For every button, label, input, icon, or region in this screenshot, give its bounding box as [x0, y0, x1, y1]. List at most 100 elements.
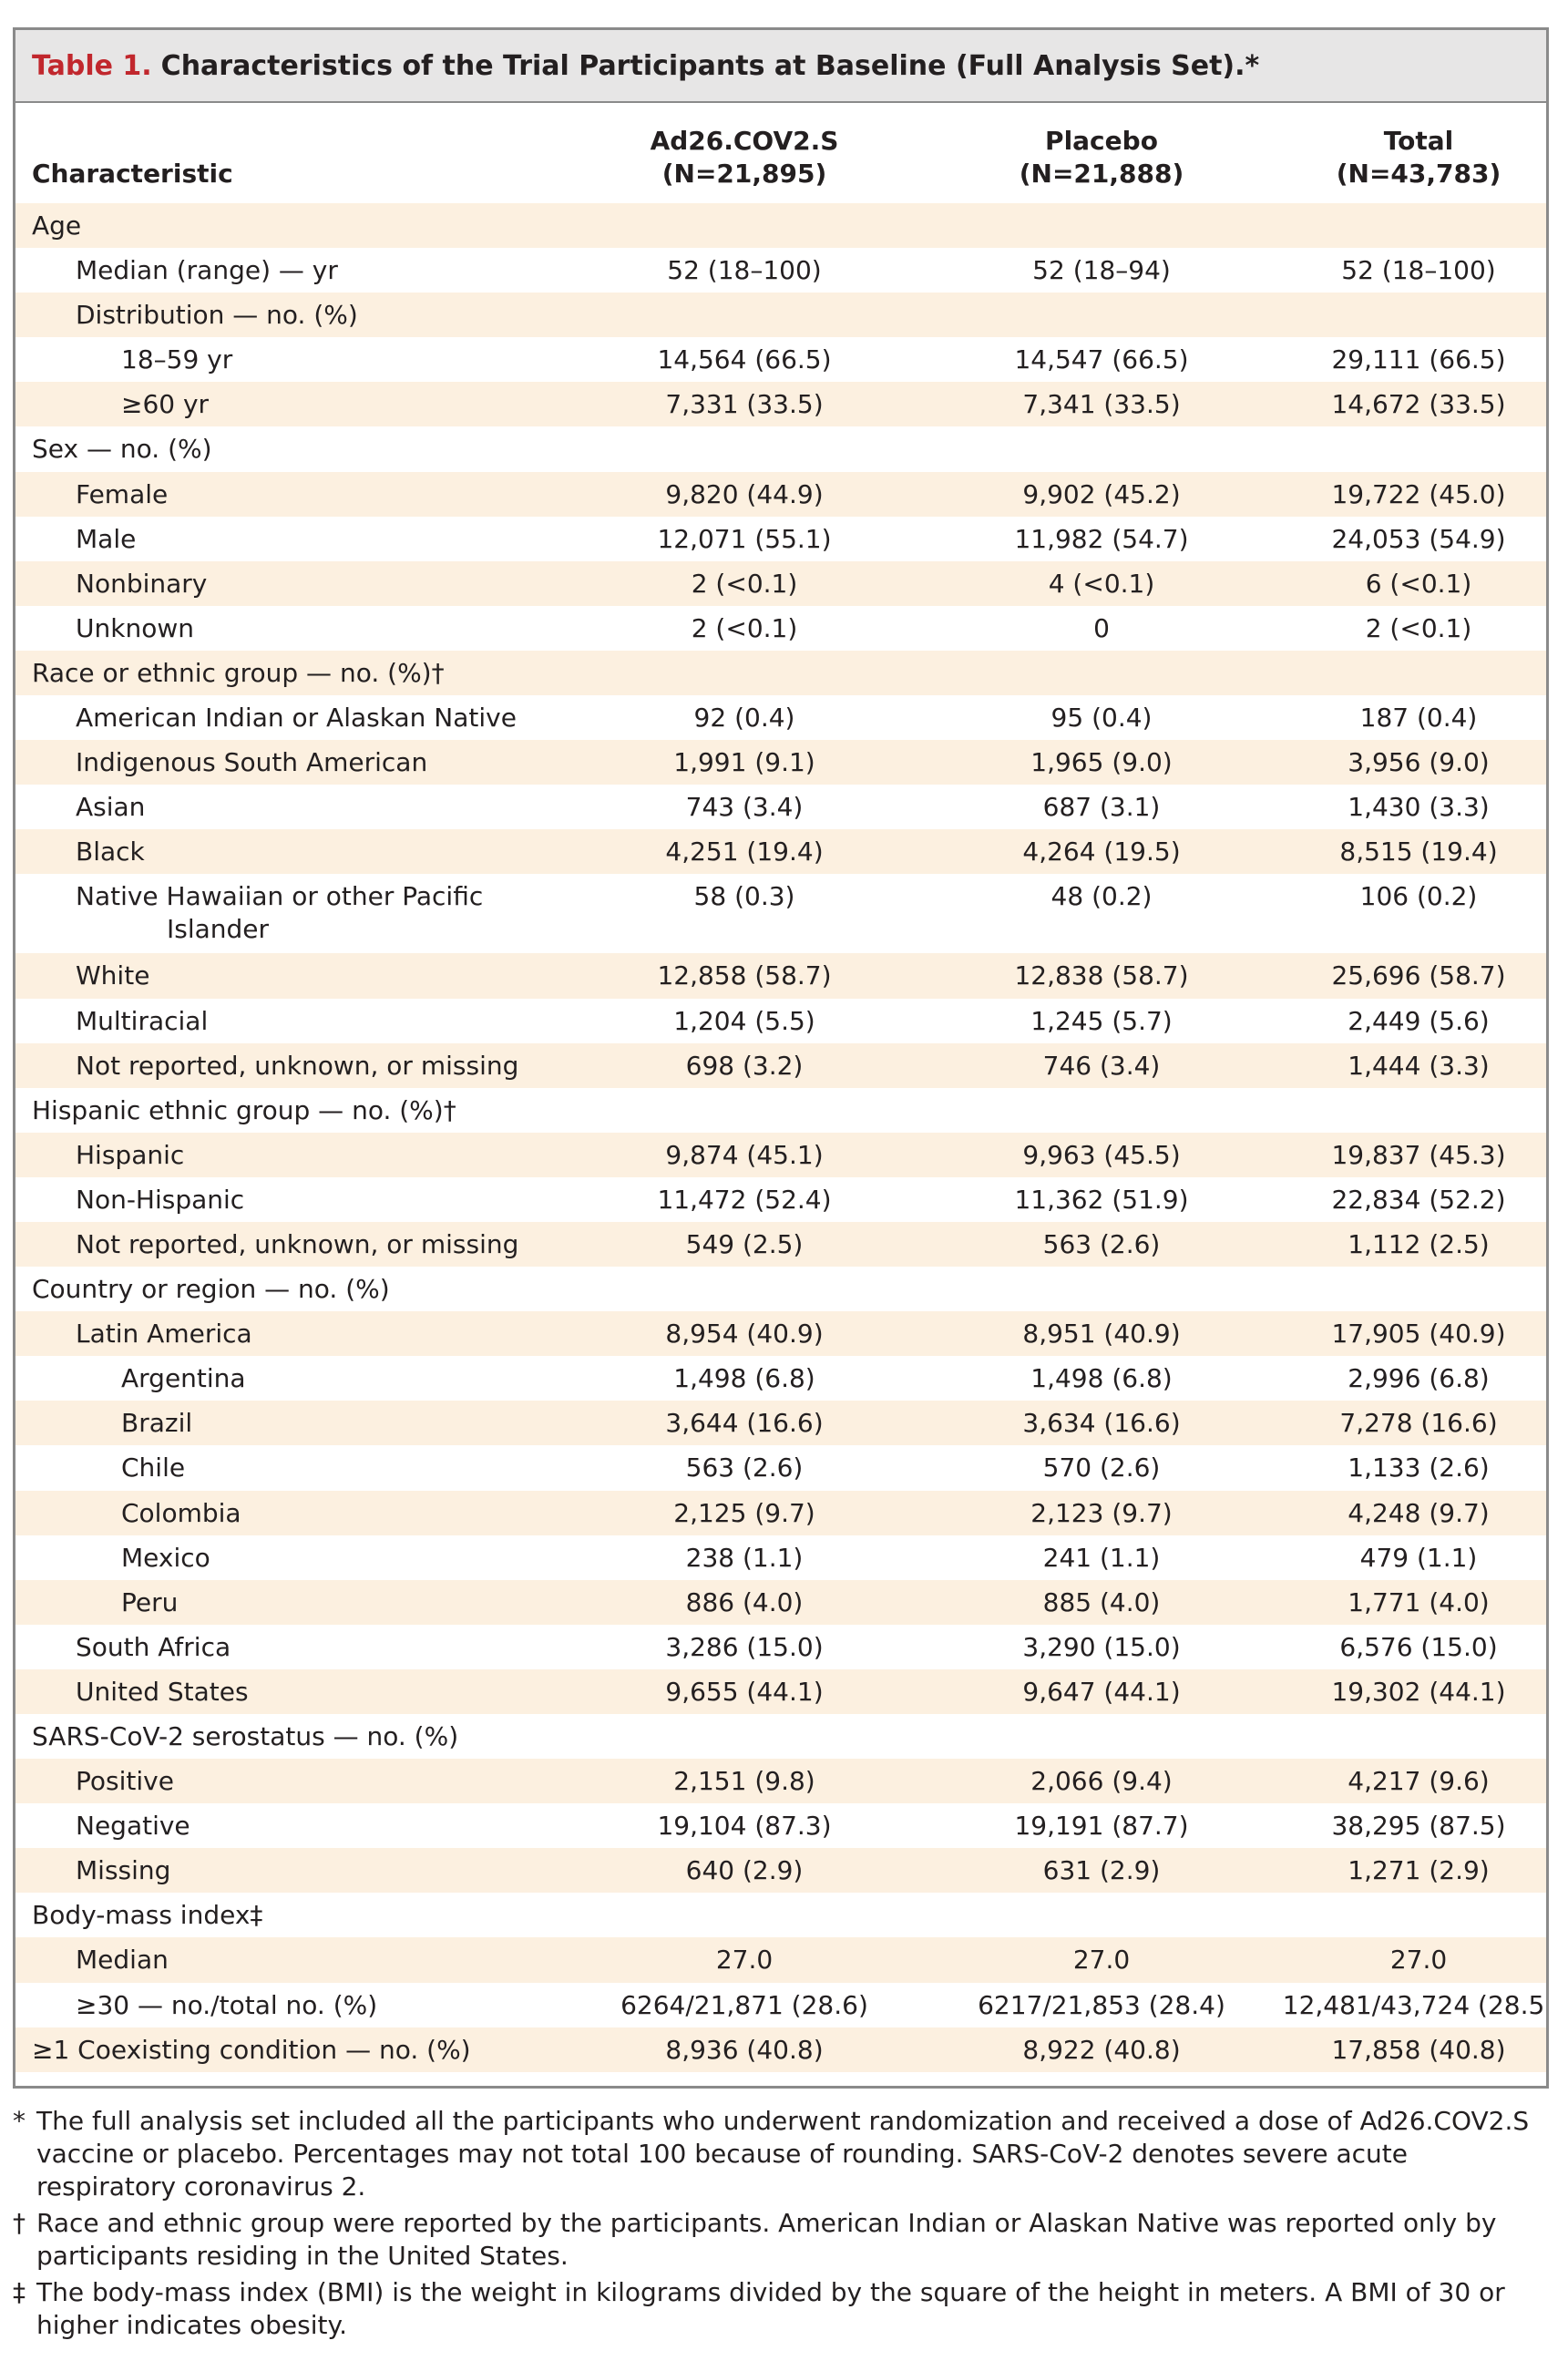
row-label: Colombia	[121, 1497, 241, 1530]
cell-total: 6,576 (15.0)	[1339, 1631, 1498, 1662]
row-label: Not reported, unknown, or missing	[76, 1228, 518, 1261]
row-label: Non-Hispanic	[76, 1184, 244, 1216]
row-label-text: Hispanic	[76, 1139, 185, 1170]
cell-vaccine: 11,472 (52.4)	[657, 1184, 832, 1215]
table-row: Country or region — no. (%)	[15, 1267, 1546, 1311]
row-label: Country or region — no. (%)	[32, 1273, 390, 1306]
row-label: 18–59 yr	[121, 344, 232, 376]
row-label-text: American Indian or Alaskan Native	[76, 703, 517, 734]
cell-total: 29,111 (66.5)	[1331, 344, 1506, 375]
cell-placebo: 4,264 (19.5)	[1022, 837, 1181, 867]
row-label: Median	[76, 1944, 169, 1976]
row-label: Distribution — no. (%)	[76, 299, 358, 332]
cell-vaccine: 4,251 (19.4)	[665, 837, 824, 867]
cell-total: 12,481/43,724 (28.5)	[1282, 1989, 1549, 2020]
row-label: Mexico	[121, 1542, 210, 1575]
table-row: SARS-CoV-2 serostatus — no. (%)	[15, 1714, 1546, 1759]
cell-total: 1,112 (2.5)	[1348, 1228, 1490, 1259]
cell-total: 1,444 (3.3)	[1348, 1050, 1490, 1081]
cell-placebo: 9,963 (45.5)	[1022, 1139, 1181, 1170]
column-header-name: Placebo	[1045, 126, 1158, 156]
cell-placebo: 563 (2.6)	[1042, 1228, 1161, 1259]
column-header-n: (N=43,783)	[1336, 159, 1501, 189]
table-title-text: Characteristics of the Trial Participant…	[160, 49, 1260, 82]
table-row: Hispanic 9,874 (45.1) 9,963 (45.5) 19,837 (…	[15, 1132, 1546, 1177]
table-row: Positive 2,151 (9.8) 2,066 (9.4) 4,217 (9.6…	[15, 1759, 1546, 1804]
row-label: Age	[32, 210, 81, 242]
table-row: Latin America 8,954 (40.9) 8,951 (40.9) 17,…	[15, 1311, 1546, 1357]
footnote: † Race and ethnic group were reported by …	[13, 2207, 1553, 2273]
table-row: Black 4,251 (19.4) 4,264 (19.5) 8,515 (19.4…	[15, 829, 1546, 875]
cell-placebo: 746 (3.4)	[1042, 1050, 1161, 1081]
cell-total: 1,430 (3.3)	[1348, 792, 1490, 823]
cell-placebo: 687 (3.1)	[1042, 792, 1161, 823]
row-label-text: Female	[76, 478, 169, 509]
cell-total: 8,515 (19.4)	[1339, 837, 1498, 867]
row-label-text: Colombia	[121, 1497, 241, 1528]
row-label: Median (range) — yr	[76, 254, 338, 287]
row-label-text: Hispanic ethnic group — no. (%)†	[32, 1094, 456, 1125]
cell-placebo: 570 (2.6)	[1042, 1453, 1161, 1483]
row-label-text: Argentina	[121, 1363, 246, 1394]
cell-total: 4,217 (9.6)	[1348, 1766, 1490, 1797]
row-label: Unknown	[76, 612, 194, 645]
row-label-text: Indigenous South American	[76, 747, 428, 778]
row-label-text: ≥60 yr	[121, 389, 210, 420]
cell-placebo: 241 (1.1)	[1042, 1542, 1161, 1573]
row-label-text: Body-mass index‡	[32, 1900, 263, 1931]
cell-placebo: 11,362 (51.9)	[1014, 1184, 1189, 1215]
cell-placebo: 12,838 (58.7)	[1014, 960, 1189, 991]
cell-placebo: 11,982 (54.7)	[1014, 523, 1189, 554]
cell-vaccine: 27.0	[715, 1945, 774, 1976]
row-label-text: Mexico	[121, 1542, 210, 1573]
cell-vaccine: 7,331 (33.5)	[665, 389, 824, 420]
row-label: South Africa	[76, 1631, 231, 1664]
footnote: ‡ The body-mass index (BMI) is the weight…	[13, 2276, 1553, 2342]
row-label: ≥60 yr	[121, 388, 209, 421]
table-row: Brazil 3,644 (16.6) 3,634 (16.6) 7,278 (16.…	[15, 1401, 1546, 1446]
cell-total: 6 (<0.1)	[1365, 568, 1472, 599]
row-label-text: ≥30 — no./total no. (%)	[76, 1989, 378, 2020]
row-label: Positive	[76, 1765, 174, 1798]
table-row: Native Hawaiian or other Pacific Islander…	[15, 874, 1546, 953]
cell-placebo: 4 (<0.1)	[1048, 568, 1155, 599]
row-label: Hispanic ethnic group — no. (%)†	[32, 1094, 456, 1127]
table-row: Mexico 238 (1.1) 241 (1.1) 479 (1.1)	[15, 1535, 1546, 1580]
cell-placebo: 631 (2.9)	[1042, 1855, 1161, 1886]
table-row: Peru 886 (4.0) 885 (4.0) 1,771 (4.0)	[15, 1579, 1546, 1625]
cell-placebo: 1,498 (6.8)	[1030, 1363, 1173, 1394]
row-label: Black	[76, 836, 145, 868]
row-label-text: Positive	[76, 1766, 174, 1797]
footnote-text: The body-mass index (BMI) is the weight …	[36, 2277, 1505, 2340]
table-body: Age Median (range) — yr 52 (18–100) 52 (18–…	[15, 203, 1546, 2072]
cell-total: 2,996 (6.8)	[1348, 1363, 1490, 1394]
cell-total: 17,905 (40.9)	[1331, 1319, 1506, 1350]
cell-vaccine: 698 (3.2)	[685, 1050, 804, 1081]
cell-total: 2 (<0.1)	[1365, 612, 1472, 643]
row-label: Argentina	[121, 1362, 246, 1395]
row-label-text: Race or ethnic group — no. (%)†	[32, 657, 445, 688]
row-label-text: Not reported, unknown, or missing	[76, 1050, 519, 1081]
row-label: Chile	[121, 1452, 185, 1484]
cell-total: 38,295 (87.5)	[1331, 1811, 1506, 1842]
footnote-symbol: †	[13, 2208, 26, 2238]
cell-total: 1,133 (2.6)	[1348, 1453, 1490, 1483]
cell-vaccine: 3,286 (15.0)	[665, 1631, 824, 1662]
row-label: United States	[76, 1676, 249, 1709]
cell-vaccine: 8,954 (40.9)	[665, 1319, 824, 1350]
column-header-label: Characteristic	[32, 159, 233, 189]
cell-placebo: 0	[1093, 612, 1110, 643]
cell-vaccine: 6264/21,871 (28.6)	[620, 1989, 868, 2020]
row-label-text: Distribution — no. (%)	[76, 300, 358, 331]
column-header-placebo: Placebo (N=21,888)	[919, 125, 1284, 190]
row-label-text: Nonbinary	[76, 568, 208, 599]
cell-total: 24,053 (54.9)	[1331, 523, 1506, 554]
row-label-text: ≥1 Coexisting condition — no. (%)	[32, 2034, 471, 2065]
cell-placebo: 6217/21,853 (28.4)	[978, 1989, 1225, 2020]
column-header-total: Total (N=43,783)	[1236, 125, 1546, 190]
cell-total: 25,696 (58.7)	[1331, 960, 1506, 991]
table-row: Non-Hispanic 11,472 (52.4) 11,362 (51.9) 22…	[15, 1177, 1546, 1222]
cell-placebo: 9,902 (45.2)	[1022, 478, 1181, 509]
table-row: Age	[15, 203, 1546, 249]
row-label-text: Peru	[121, 1586, 179, 1617]
